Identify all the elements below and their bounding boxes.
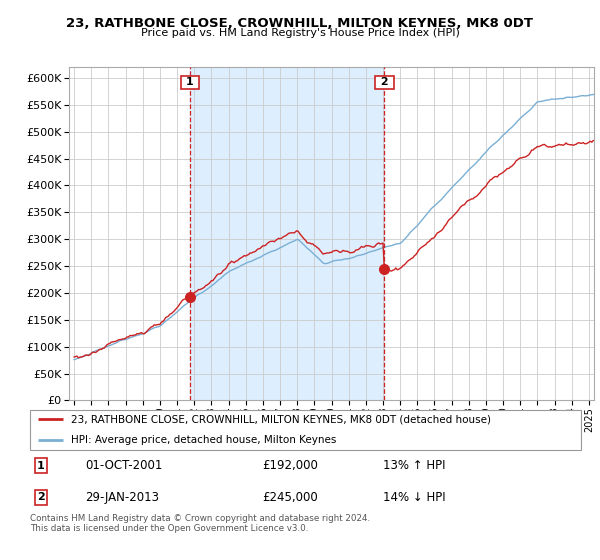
Text: 01-OCT-2001: 01-OCT-2001 bbox=[85, 459, 163, 473]
Text: 29-JAN-2013: 29-JAN-2013 bbox=[85, 491, 159, 504]
Text: Contains HM Land Registry data © Crown copyright and database right 2024.
This d: Contains HM Land Registry data © Crown c… bbox=[30, 514, 370, 533]
Text: £192,000: £192,000 bbox=[262, 459, 318, 473]
Text: 2: 2 bbox=[377, 77, 392, 87]
Text: 13% ↑ HPI: 13% ↑ HPI bbox=[383, 459, 446, 473]
Text: 1: 1 bbox=[37, 461, 45, 471]
Bar bbox=[190, 67, 385, 400]
Text: 2: 2 bbox=[37, 492, 45, 502]
Text: Price paid vs. HM Land Registry's House Price Index (HPI): Price paid vs. HM Land Registry's House … bbox=[140, 28, 460, 38]
Text: 14% ↓ HPI: 14% ↓ HPI bbox=[383, 491, 446, 504]
Text: 1: 1 bbox=[182, 77, 198, 87]
FancyBboxPatch shape bbox=[30, 410, 581, 450]
Text: HPI: Average price, detached house, Milton Keynes: HPI: Average price, detached house, Milt… bbox=[71, 435, 337, 445]
Text: £245,000: £245,000 bbox=[262, 491, 317, 504]
Text: 23, RATHBONE CLOSE, CROWNHILL, MILTON KEYNES, MK8 0DT: 23, RATHBONE CLOSE, CROWNHILL, MILTON KE… bbox=[67, 17, 533, 30]
Text: 23, RATHBONE CLOSE, CROWNHILL, MILTON KEYNES, MK8 0DT (detached house): 23, RATHBONE CLOSE, CROWNHILL, MILTON KE… bbox=[71, 414, 491, 424]
